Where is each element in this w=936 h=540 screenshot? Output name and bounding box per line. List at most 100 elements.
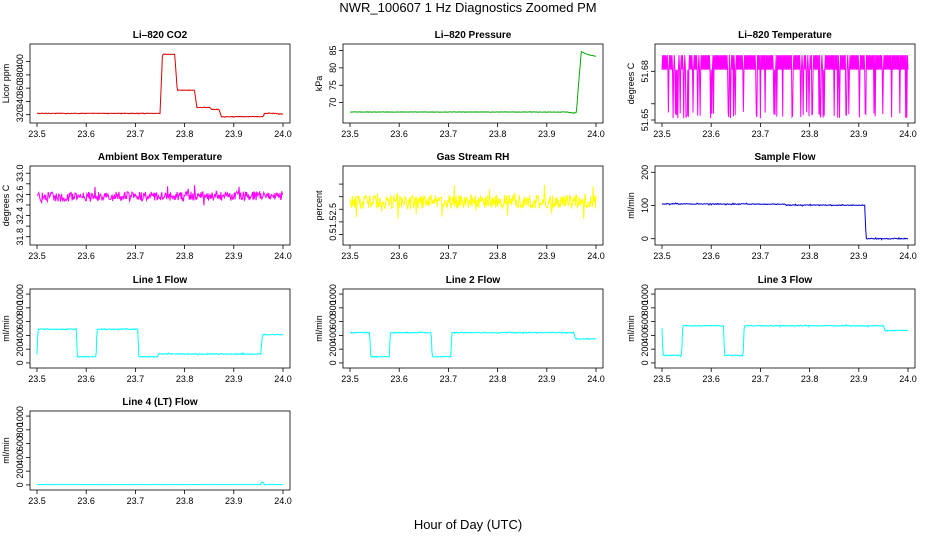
y-tick-label: 200 bbox=[640, 342, 650, 357]
panel-7: Line 1 Flow ml/min 23.5 23.6 23.7 23.8 23.9 24.… bbox=[1, 275, 292, 384]
x-tick-label: 23.8 bbox=[176, 251, 194, 261]
y-axis-label: Licor ppm bbox=[1, 64, 11, 104]
x-tick-label: 23.6 bbox=[77, 496, 95, 506]
y-tick-label: 600 bbox=[15, 314, 25, 329]
x-tick-label: 23.8 bbox=[801, 374, 819, 384]
y-tick-label: 200 bbox=[640, 165, 650, 180]
x-tick-label: 23.5 bbox=[341, 251, 359, 261]
y-tick-label: 400 bbox=[15, 450, 25, 465]
y-tick-label: 0 bbox=[640, 360, 650, 365]
panel-6: Sample Flow ml/min 23.5 23.6 23.7 23.8 23.9 24.… bbox=[626, 152, 917, 261]
x-tick-label: 23.6 bbox=[390, 374, 408, 384]
x-tick-label: 23.8 bbox=[489, 129, 507, 139]
panel-title: Li–820 Temperature bbox=[738, 30, 832, 41]
x-tick-label: 23.7 bbox=[127, 129, 145, 139]
x-tick-label: 23.7 bbox=[440, 374, 458, 384]
y-tick-label: 400 bbox=[640, 328, 650, 343]
y-tick-label: 32.6 bbox=[15, 186, 25, 204]
panel-3: Li–820 Temperature degrees C 23.5 23.6 23.7 2… bbox=[626, 30, 917, 139]
x-tick-label: 23.8 bbox=[176, 129, 194, 139]
y-tick-label: 31.8 bbox=[15, 228, 25, 246]
y-tick-label: 1000 bbox=[15, 406, 25, 426]
x-tick-label: 24.0 bbox=[899, 129, 917, 139]
x-tick-label: 23.6 bbox=[390, 129, 408, 139]
x-tick-label: 23.9 bbox=[538, 374, 556, 384]
x-tick-label: 23.6 bbox=[77, 129, 95, 139]
x-tick-label: 23.9 bbox=[225, 129, 243, 139]
x-tick-label: 23.5 bbox=[341, 129, 359, 139]
series-line bbox=[661, 202, 909, 241]
y-axis-label: degrees C bbox=[626, 62, 636, 104]
x-tick-label: 23.5 bbox=[28, 251, 46, 261]
y-tick-label: 800 bbox=[328, 300, 338, 315]
panel-title: Line 1 Flow bbox=[133, 275, 188, 286]
y-tick-label: 33.0 bbox=[15, 164, 25, 182]
y-tick-label: 200 bbox=[15, 342, 25, 357]
x-tick-label: 23.7 bbox=[127, 251, 145, 261]
x-tick-label: 24.0 bbox=[899, 374, 917, 384]
plot-frame bbox=[654, 43, 916, 124]
y-axis-label: ml/min bbox=[314, 315, 324, 342]
x-tick-label: 23.8 bbox=[801, 251, 819, 261]
plot-frame bbox=[654, 165, 916, 246]
x-tick-label: 23.7 bbox=[440, 251, 458, 261]
x-tick-label: 24.0 bbox=[274, 374, 292, 384]
x-tick-label: 24.0 bbox=[274, 251, 292, 261]
x-tick-label: 23.7 bbox=[127, 374, 145, 384]
x-tick-label: 23.9 bbox=[538, 251, 556, 261]
x-tick-label: 23.5 bbox=[653, 129, 671, 139]
figure-title: NWR_100607 1 Hz Diagnostics Zoomed PM bbox=[339, 0, 597, 15]
x-tick-label: 24.0 bbox=[899, 251, 917, 261]
y-tick-label: 360 bbox=[15, 81, 25, 96]
panel-4: Ambient Box Temperature degrees C 23.5 23.6… bbox=[1, 152, 292, 261]
x-tick-label: 23.6 bbox=[702, 251, 720, 261]
y-tick-label: 85 bbox=[328, 45, 338, 55]
x-tick-label: 23.7 bbox=[127, 496, 145, 506]
y-tick-label: 400 bbox=[15, 328, 25, 343]
x-tick-label: 23.5 bbox=[28, 496, 46, 506]
x-tick-label: 23.8 bbox=[801, 129, 819, 139]
panel-5: Gas Stream RH percent 23.5 23.6 23.7 23.8 23.9… bbox=[314, 152, 605, 261]
y-tick-label: 51.65 bbox=[640, 109, 650, 132]
plot-frame bbox=[342, 288, 604, 369]
y-tick-label: 600 bbox=[640, 314, 650, 329]
plot-frame bbox=[29, 43, 291, 124]
x-tick-label: 23.6 bbox=[702, 129, 720, 139]
y-axis-label: degrees C bbox=[1, 184, 11, 226]
y-axis-label: ml/min bbox=[1, 315, 11, 342]
y-tick-label: 400 bbox=[15, 54, 25, 69]
y-tick-label: 320 bbox=[15, 107, 25, 122]
x-tick-label: 23.5 bbox=[653, 374, 671, 384]
y-tick-label: 340 bbox=[15, 94, 25, 109]
x-tick-label: 23.8 bbox=[176, 374, 194, 384]
y-axis-label: ml/min bbox=[1, 437, 11, 464]
panel-title: Sample Flow bbox=[754, 152, 815, 163]
x-tick-label: 23.6 bbox=[702, 374, 720, 384]
y-axis-label: ml/min bbox=[626, 192, 636, 219]
x-tick-label: 23.7 bbox=[752, 251, 770, 261]
y-axis-label: kPa bbox=[314, 76, 324, 92]
y-tick-label: 70 bbox=[328, 98, 338, 108]
plot-frame bbox=[342, 165, 604, 246]
series-line bbox=[661, 55, 909, 119]
y-tick-label: 100 bbox=[640, 198, 650, 213]
x-tick-label: 23.6 bbox=[77, 374, 95, 384]
x-tick-label: 23.5 bbox=[341, 374, 359, 384]
y-tick-label: 1000 bbox=[328, 284, 338, 304]
x-tick-label: 23.7 bbox=[440, 129, 458, 139]
x-tick-label: 24.0 bbox=[587, 374, 605, 384]
x-tick-label: 23.5 bbox=[653, 251, 671, 261]
y-tick-label: 800 bbox=[15, 422, 25, 437]
panel-title: Line 3 Flow bbox=[758, 275, 813, 286]
x-tick-label: 23.8 bbox=[176, 496, 194, 506]
x-tick-label: 23.9 bbox=[538, 129, 556, 139]
x-tick-label: 23.9 bbox=[225, 496, 243, 506]
x-tick-label: 24.0 bbox=[587, 129, 605, 139]
y-axis-label: percent bbox=[314, 190, 324, 221]
panel-title: Li–820 CO2 bbox=[133, 30, 188, 41]
y-tick-label: 80 bbox=[328, 63, 338, 73]
y-tick-label: 75 bbox=[328, 80, 338, 90]
y-tick-label: 32.4 bbox=[15, 207, 25, 225]
y-tick-label: 400 bbox=[328, 328, 338, 343]
x-tick-label: 23.9 bbox=[850, 129, 868, 139]
